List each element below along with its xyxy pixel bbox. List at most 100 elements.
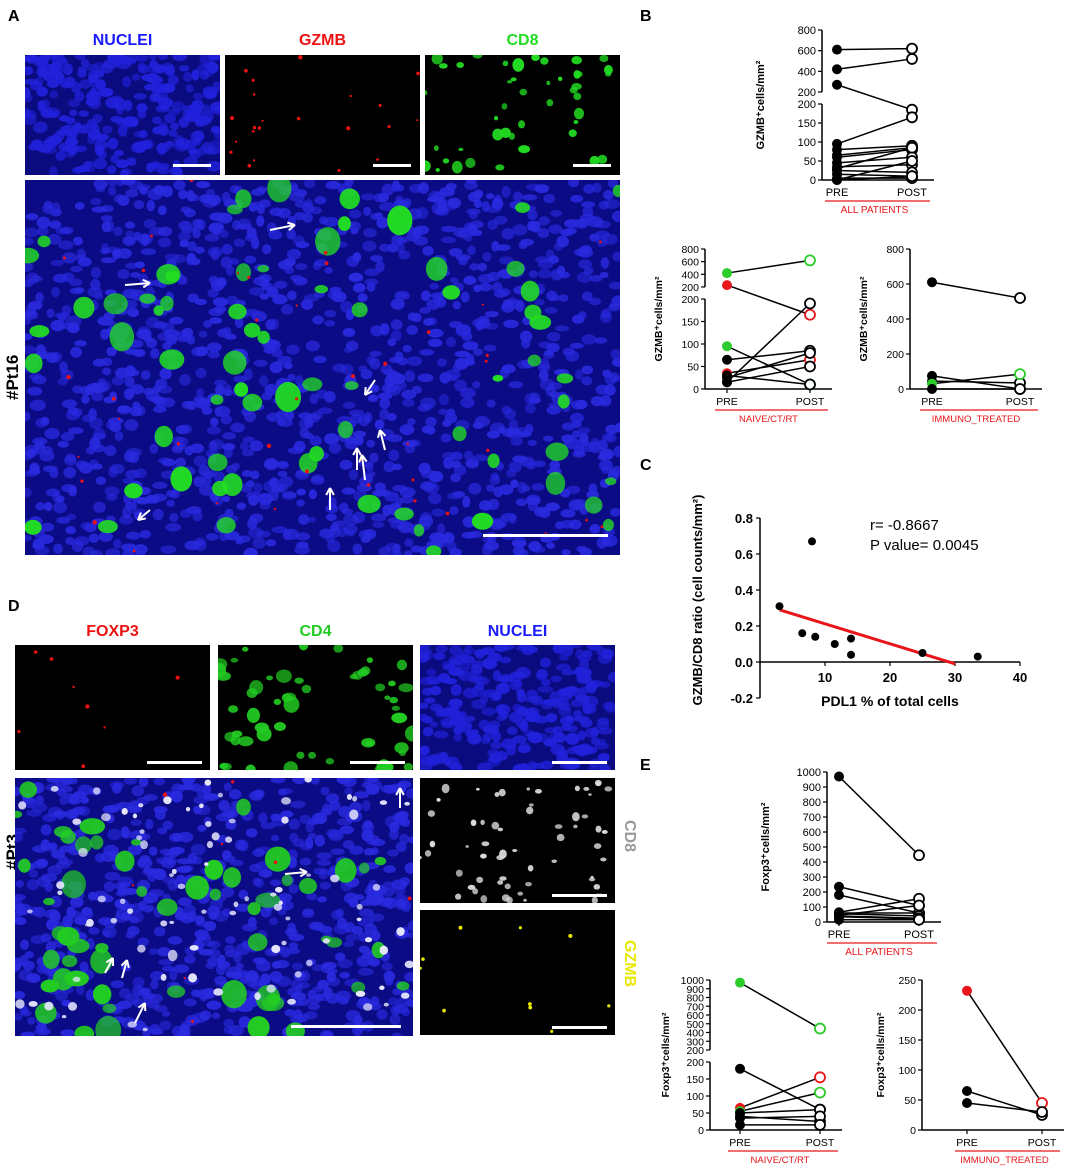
- y-tick-label: 150: [681, 317, 699, 329]
- chart-e-naive: Foxp3⁺cells/mm²0501001502002003004005006…: [660, 975, 842, 1166]
- scatter-point: [775, 602, 784, 611]
- scatter-point: [798, 629, 807, 638]
- pair-line: [836, 173, 913, 177]
- micrograph-merge-pt16: [25, 180, 620, 555]
- patient-pair: [832, 139, 918, 155]
- pair-line: [838, 904, 920, 916]
- y-axis-label: Foxp3⁺cells/mm²: [660, 1012, 672, 1097]
- scale-bar: [173, 164, 211, 167]
- scale-bar: [350, 761, 405, 764]
- group-label: NAIVE/CT/RT: [751, 1155, 810, 1166]
- x-tick-label-post: POST: [806, 1137, 835, 1149]
- y-tick-label: 0: [693, 384, 699, 396]
- group-label: IMMUNO_TREATED: [932, 414, 1021, 425]
- arrow-icon: [137, 509, 151, 521]
- post-point: [906, 53, 918, 65]
- foxp3-signal: [17, 650, 180, 769]
- channel-label-cd4: CD4: [299, 623, 332, 640]
- x-tick-label-post: POST: [897, 187, 927, 199]
- arrow-icon: [284, 867, 308, 878]
- patient-pair: [832, 170, 918, 185]
- pre-point: [962, 985, 972, 996]
- pre-point: [834, 881, 844, 892]
- scatter-point: [847, 650, 855, 659]
- nuclei-texture: [25, 180, 620, 555]
- y-tick-label: 400: [798, 66, 816, 78]
- arrow-icon: [377, 429, 387, 451]
- y-tick-label: 0.6: [735, 547, 753, 562]
- y-tick-label: 600: [681, 257, 699, 269]
- side-label-gzmb: GZMB: [621, 940, 638, 988]
- post-point: [913, 913, 925, 926]
- pair-line: [836, 164, 913, 168]
- y-tick-label: 250: [898, 975, 916, 987]
- arrow-icon: [134, 1002, 147, 1024]
- pre-point: [735, 1063, 745, 1074]
- pair-line: [726, 259, 811, 274]
- arrow-icon: [395, 787, 405, 808]
- y-tick-label: 400: [681, 269, 699, 281]
- pair-line: [739, 1068, 821, 1111]
- nuclei-texture: [420, 645, 615, 770]
- post-point: [804, 254, 816, 267]
- post-point: [814, 1022, 826, 1035]
- chart-c-scatter: -0.2 0.0 0.2 0.4 0.6 0.8 10 20 30 40 PDL1 % of tot…: [690, 495, 1027, 709]
- post-point: [906, 111, 918, 124]
- patient-pair: [832, 111, 918, 149]
- scale-bar: [483, 534, 608, 537]
- x-tick-label: 10: [818, 670, 832, 685]
- post-point: [814, 1086, 826, 1099]
- cd8-signal: [425, 55, 613, 174]
- panel-letter-e: E: [640, 757, 651, 774]
- patient-pair: [834, 913, 925, 926]
- y-tick-label: 0: [910, 1125, 916, 1137]
- pair-line: [836, 156, 913, 164]
- annotation-p: P value= 0.0045: [870, 537, 979, 554]
- patient-pair: [722, 254, 816, 279]
- y-tick-label: 100: [686, 1091, 704, 1103]
- cd8-signal: [420, 779, 613, 903]
- patient-pair: [832, 141, 918, 174]
- y-tick-label: 800: [798, 25, 816, 37]
- arrow-icon: [124, 278, 151, 289]
- pre-point: [832, 79, 842, 90]
- y-tick-label: 800: [886, 244, 904, 256]
- scatter-point: [811, 632, 820, 641]
- y-tick-label: 200: [686, 1057, 704, 1069]
- pair-line: [739, 1115, 821, 1119]
- pair-line: [966, 990, 1043, 1104]
- cd8-signal: [25, 180, 620, 555]
- pre-point: [722, 354, 732, 365]
- patient-pair: [832, 42, 918, 55]
- y-axis-label: GZMB⁺cells/mm²: [755, 60, 767, 149]
- gzmb-signal: [229, 55, 420, 172]
- pre-point: [722, 280, 732, 291]
- pre-point: [834, 914, 844, 925]
- post-point: [906, 141, 918, 154]
- arrow-icon: [104, 957, 115, 974]
- pair-line: [838, 916, 920, 920]
- micrograph-foxp3: [15, 645, 210, 770]
- micrograph-gzmb: [225, 55, 420, 175]
- channel-label-nuclei: NUCLEI: [92, 32, 153, 49]
- y-tick-label: 50: [904, 1095, 916, 1107]
- x-tick-label-pre: PRE: [826, 187, 849, 199]
- pair-line: [726, 374, 811, 386]
- pre-point: [722, 341, 732, 352]
- micrograph-merge-pt3: [15, 778, 413, 1036]
- y-axis-label: GZMB⁺cells/mm²: [858, 276, 870, 361]
- chart-b-immuno: GZMB⁺cells/mm² 0 200 400 600 800 PRE POST IMMUNO…: [858, 244, 1042, 425]
- pair-line: [838, 894, 920, 914]
- pair-line: [836, 160, 913, 181]
- x-tick-label-pre: PRE: [716, 396, 738, 408]
- pair-line: [836, 175, 913, 181]
- annotation-r: r= -0.8667: [870, 517, 939, 534]
- pair-line: [838, 886, 920, 907]
- y-tick-label: -0.2: [731, 691, 753, 706]
- x-tick-label-pre: PRE: [729, 1137, 751, 1149]
- gzmb-signal: [62, 180, 604, 553]
- y-tick-label: 1000: [681, 975, 705, 987]
- post-point: [804, 360, 816, 373]
- x-tick-label-pre: PRE: [956, 1137, 978, 1149]
- y-tick-label: 500: [803, 842, 821, 854]
